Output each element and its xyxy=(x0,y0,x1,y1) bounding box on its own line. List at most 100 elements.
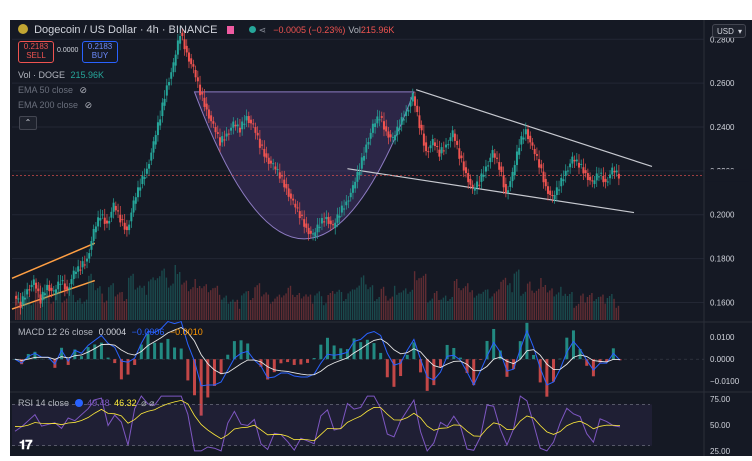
candle-body xyxy=(445,144,448,148)
volume-bar xyxy=(522,293,524,320)
macd-histogram-bar xyxy=(345,349,349,360)
candle-body xyxy=(349,192,352,198)
macd-histogram-bar xyxy=(372,343,376,360)
volume-bar xyxy=(161,270,163,320)
candle-body xyxy=(303,219,306,227)
sell-price: 0.2183 xyxy=(23,42,49,51)
volume-bar xyxy=(502,279,504,320)
rsi-suffix: ⌀ ⌀ xyxy=(141,398,155,408)
volume-bar xyxy=(358,285,360,320)
volume-bar xyxy=(407,293,409,320)
candle-body xyxy=(458,148,461,159)
eye-off-icon[interactable]: ⊘ xyxy=(84,100,93,110)
volume-bar xyxy=(442,297,445,320)
rsi-ma-line xyxy=(14,399,621,442)
eye-off-icon[interactable]: ⊘ xyxy=(79,85,88,95)
volume-bar xyxy=(393,285,396,320)
volume-bar xyxy=(267,294,270,320)
volume-bar xyxy=(165,277,168,320)
volume-bar xyxy=(147,281,150,320)
rsi-settings-icon[interactable] xyxy=(74,399,83,407)
chart-svg[interactable]: 0.28000.26000.24000.22000.20000.18000.16… xyxy=(10,20,752,456)
price-change: −0.0005 (−0.23%) xyxy=(273,25,346,35)
volume-bar xyxy=(130,275,132,320)
volume-bar xyxy=(606,298,609,320)
volume-bar xyxy=(331,291,334,320)
candle-body xyxy=(199,84,202,96)
candle-body xyxy=(325,216,328,220)
volume-bar xyxy=(196,288,199,320)
candle-body xyxy=(139,187,142,191)
volume-bar xyxy=(405,288,407,320)
volume-bar xyxy=(252,298,254,320)
candle-body xyxy=(285,184,288,189)
volume-bar xyxy=(221,299,223,320)
volume-bar xyxy=(433,293,436,320)
ema50-legend[interactable]: EMA 50 close ⊘ xyxy=(18,85,87,96)
candle-body xyxy=(143,177,146,179)
candle-body xyxy=(591,180,594,182)
ema200-legend[interactable]: EMA 200 close ⊘ xyxy=(18,100,92,111)
volume-bar xyxy=(458,288,460,320)
macd-histogram-bar xyxy=(379,352,383,360)
candle-body xyxy=(225,133,228,137)
candle-body xyxy=(551,195,554,197)
volume-bar xyxy=(484,289,487,320)
volume-bar xyxy=(85,299,88,320)
flag-icon[interactable] xyxy=(226,26,234,34)
volume-bar xyxy=(447,301,449,320)
candle-body xyxy=(236,124,239,127)
rsi-legend[interactable]: RSI 14 close 49.48 46.32 ⌀ ⌀ xyxy=(18,398,155,409)
macd-histogram-bar xyxy=(179,348,183,360)
share-icon[interactable]: ⋖ xyxy=(258,25,267,35)
candle-body xyxy=(343,208,346,210)
volume-bar xyxy=(105,300,108,320)
volume-bar xyxy=(367,289,369,320)
candle-body xyxy=(305,223,308,228)
candle-body xyxy=(533,148,536,155)
currency-selector[interactable]: USD ▾ xyxy=(712,24,746,38)
candle-body xyxy=(101,214,104,216)
candle-body xyxy=(462,161,465,171)
macd-histogram-bar xyxy=(173,347,177,360)
macd-histogram-bar xyxy=(60,347,64,360)
volume-bar xyxy=(540,278,542,320)
candle-body xyxy=(542,171,545,183)
volume-bar xyxy=(413,271,416,320)
macd-histogram-bar xyxy=(392,359,396,387)
tradingview-logo-icon: 𝟏𝟕 xyxy=(19,437,33,452)
candle-body xyxy=(17,298,20,300)
volume-bar xyxy=(489,298,491,320)
candle-body xyxy=(125,226,128,231)
volume-bar xyxy=(23,290,26,320)
macd-histogram-bar xyxy=(472,359,476,386)
volume-bar xyxy=(247,291,250,320)
macd-histogram-bar xyxy=(485,340,489,360)
macd-value-3: −0.0010 xyxy=(169,327,203,337)
candle-body xyxy=(358,171,361,176)
macd-histogram-bar xyxy=(272,359,276,373)
symbol-title[interactable]: Dogecoin / US Dollar · 4h · BINANCE xyxy=(34,24,218,36)
price-tick-label: 0.2600 xyxy=(710,79,735,88)
macd-histogram-bar xyxy=(126,359,130,375)
channel-lower-line xyxy=(11,279,96,310)
volume-bar xyxy=(518,269,520,320)
macd-histogram-bar xyxy=(113,359,117,364)
candle-body xyxy=(294,203,297,208)
macd-histogram-bar xyxy=(565,337,569,360)
macd-histogram-bar xyxy=(146,333,150,360)
volume-legend[interactable]: Vol · DOGE 215.96K xyxy=(18,70,104,80)
candle-body xyxy=(272,163,275,165)
candle-body xyxy=(467,173,470,183)
volume-bar xyxy=(595,299,598,320)
sell-button[interactable]: 0.2183 SELL xyxy=(18,41,54,63)
collapse-legend-button[interactable]: ⌃ xyxy=(19,116,37,130)
volume-bar xyxy=(68,287,70,320)
buy-button[interactable]: 0.2183 BUY xyxy=(82,41,118,63)
volume-bar xyxy=(243,293,245,320)
macd-histogram-bar xyxy=(492,328,496,360)
volume-bar xyxy=(119,292,121,320)
market-status-dot-icon[interactable] xyxy=(248,26,256,33)
volume-bar xyxy=(564,293,566,320)
macd-legend[interactable]: MACD 12 26 close 0.0004 −0.0006 −0.0010 xyxy=(18,327,203,337)
